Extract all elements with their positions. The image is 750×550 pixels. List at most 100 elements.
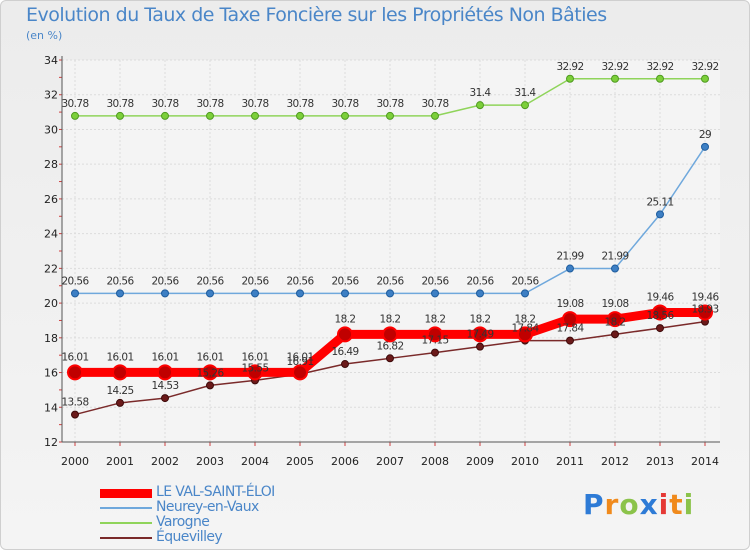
data-label: 20.56 (151, 275, 179, 287)
chart-subtitle: (en %) (26, 29, 63, 42)
data-point (206, 111, 214, 120)
data-point (161, 394, 169, 403)
y-tick-label: 32 (44, 89, 58, 102)
data-label: 31.4 (515, 87, 537, 99)
data-point (116, 289, 124, 298)
data-point (431, 348, 439, 357)
x-tick-label: 2011 (556, 455, 584, 468)
x-tick-label: 2006 (331, 455, 359, 468)
data-label: 18.2 (470, 313, 491, 325)
data-label: 30.78 (106, 98, 133, 110)
x-tick-label: 2012 (601, 455, 629, 468)
y-tick-label: 26 (44, 193, 58, 206)
x-tick-label: 2009 (466, 455, 494, 468)
x-tick-label: 2002 (151, 455, 179, 468)
data-label: 16.01 (241, 351, 268, 363)
legend-label: Varogne (156, 514, 210, 530)
data-label: 30.78 (151, 98, 178, 110)
data-point (656, 74, 664, 83)
y-tick-label: 24 (44, 228, 58, 241)
proxiti-logo: Proxiti (583, 488, 695, 521)
data-point (431, 111, 439, 120)
data-label: 20.56 (511, 275, 539, 287)
data-point (701, 74, 709, 83)
data-point (386, 289, 394, 298)
data-label: 13.58 (61, 397, 88, 409)
data-point (611, 330, 619, 339)
data-label: 19.08 (601, 298, 628, 310)
data-label: 31.4 (470, 87, 492, 99)
data-label: 19.46 (691, 291, 719, 303)
data-label: 20.56 (466, 275, 494, 287)
data-label: 20.56 (376, 275, 404, 287)
data-point (386, 111, 394, 120)
legend-label: Neurey-en-Vaux (156, 499, 259, 515)
data-point (251, 111, 259, 120)
data-point (112, 364, 128, 381)
series-0 (67, 304, 713, 381)
data-point (656, 324, 664, 333)
data-label: 17.84 (556, 323, 584, 335)
x-tick-label: 2008 (421, 455, 449, 468)
data-label: 29 (699, 129, 711, 141)
data-label: 20.56 (331, 275, 359, 287)
y-tick-label: 16 (44, 367, 58, 380)
data-point (476, 342, 484, 351)
data-label: 32.92 (556, 61, 583, 73)
data-label: 16.91 (286, 356, 313, 368)
data-label: 20.56 (286, 275, 314, 287)
data-point (611, 74, 619, 83)
data-point (116, 111, 124, 120)
data-label: 17.15 (421, 335, 448, 347)
data-point (206, 289, 214, 298)
x-tick-label: 2005 (286, 455, 314, 468)
x-tick-label: 2014 (691, 455, 719, 468)
data-point (521, 289, 529, 298)
y-tick-label: 12 (44, 436, 58, 449)
data-point (566, 264, 574, 273)
data-point (71, 410, 79, 419)
data-point (611, 264, 619, 273)
data-label: 16.01 (61, 351, 88, 363)
data-point (517, 326, 533, 343)
data-label: 21.99 (556, 251, 583, 263)
data-point (566, 336, 574, 345)
data-point (476, 289, 484, 298)
data-point (521, 101, 529, 110)
series-1 (71, 142, 709, 298)
data-point (251, 289, 259, 298)
data-point (292, 364, 308, 381)
data-point (341, 289, 349, 298)
data-label: 14.53 (151, 380, 178, 392)
data-label: 20.56 (421, 275, 449, 287)
data-label: 32.92 (601, 61, 628, 73)
data-point (476, 101, 484, 110)
series-2 (71, 74, 709, 120)
data-point (202, 364, 218, 381)
x-tick-label: 2000 (61, 455, 89, 468)
data-point (206, 381, 214, 390)
data-label: 19.08 (556, 298, 583, 310)
data-label: 14.25 (106, 385, 133, 397)
data-point (431, 289, 439, 298)
data-point (161, 289, 169, 298)
legend-swatch (100, 489, 152, 498)
data-label: 25.11 (646, 196, 673, 208)
data-point (71, 111, 79, 120)
data-label: 18.93 (691, 304, 718, 316)
data-label: 16.49 (331, 346, 358, 358)
data-label: 16.82 (376, 340, 403, 352)
data-point (157, 364, 173, 381)
plot-area (62, 60, 720, 442)
legend-swatch (100, 537, 152, 539)
data-label: 20.56 (106, 275, 134, 287)
data-label: 30.78 (196, 98, 223, 110)
legend-swatch (100, 507, 152, 509)
data-label: 16.01 (196, 351, 223, 363)
y-tick-label: 20 (44, 297, 58, 310)
data-point (656, 210, 664, 219)
data-point (116, 398, 124, 407)
data-label: 16.01 (106, 351, 133, 363)
data-point (472, 326, 488, 343)
data-label: 18.2 (335, 313, 356, 325)
